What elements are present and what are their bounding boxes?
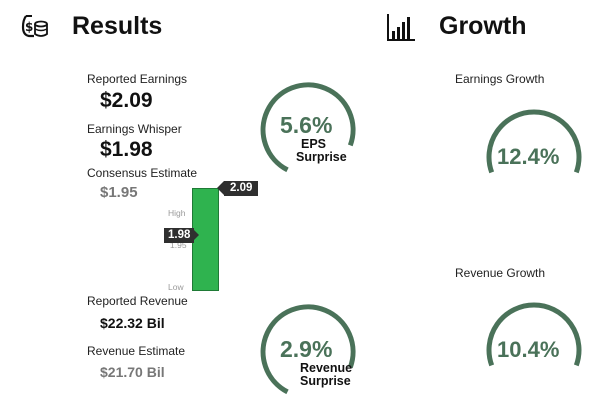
whisper-eps-flag-pointer [192, 228, 199, 242]
earnings-growth-label: Earnings Growth [455, 72, 545, 86]
earnings-whisper-label: Earnings Whisper [87, 122, 182, 136]
revenue-growth-value: 10.4% [497, 337, 560, 362]
revenue-growth-gauge: 10.4% [484, 300, 584, 400]
revenue-label-line1: Revenue [300, 361, 353, 375]
svg-text:$: $ [25, 20, 33, 34]
eps-label-line2: Surprise [296, 150, 347, 164]
revenue-estimate-label: Revenue Estimate [87, 344, 186, 358]
reported-earnings-value: $2.09 [100, 89, 153, 112]
whisper-eps-flag: 1.98 [164, 228, 195, 243]
revenue-surprise-gauge: 2.9% Revenue Surprise [258, 302, 358, 402]
earnings-growth-gauge: 12.4% [484, 107, 584, 207]
eps-surprise-gauge: 5.6% EPS Surprise [258, 80, 358, 180]
actual-eps-flag: 2.09 [224, 181, 259, 196]
range-mid-label: 1.95 [170, 240, 187, 250]
growth-title: Growth [439, 12, 527, 40]
eps-surprise-value: 5.6% [280, 112, 333, 138]
range-low-label: Low [168, 282, 184, 292]
results-title: Results [72, 12, 163, 40]
bar-chart-icon [385, 12, 417, 42]
consensus-estimate-label: Consensus Estimate [87, 166, 198, 180]
revenue-label-line2: Surprise [300, 374, 351, 388]
consensus-estimate-value: $1.95 [100, 184, 138, 201]
range-high-label: High [168, 208, 186, 218]
reported-revenue-label: Reported Revenue [87, 294, 188, 308]
money-bag-coins-icon: $ [20, 12, 50, 40]
revenue-estimate-value: $21.70 Bil [100, 364, 165, 380]
eps-label-line1: EPS [301, 137, 327, 151]
revenue-surprise-value: 2.9% [280, 336, 333, 362]
revenue-growth-label: Revenue Growth [455, 266, 546, 280]
actual-eps-flag-pointer [217, 181, 224, 195]
revenue-surprise-label: Revenue Surprise [300, 362, 370, 388]
whisper-eps-flag-text: 1.98 [168, 229, 191, 241]
earnings-whisper-value: $1.98 [100, 138, 153, 161]
earnings-growth-value: 12.4% [497, 144, 560, 169]
reported-earnings-label: Reported Earnings [87, 72, 188, 86]
reported-revenue-value: $22.32 Bil [100, 315, 165, 331]
eps-surprise-label: EPS Surprise [296, 138, 366, 164]
actual-eps-flag-text: 2.09 [230, 182, 253, 194]
